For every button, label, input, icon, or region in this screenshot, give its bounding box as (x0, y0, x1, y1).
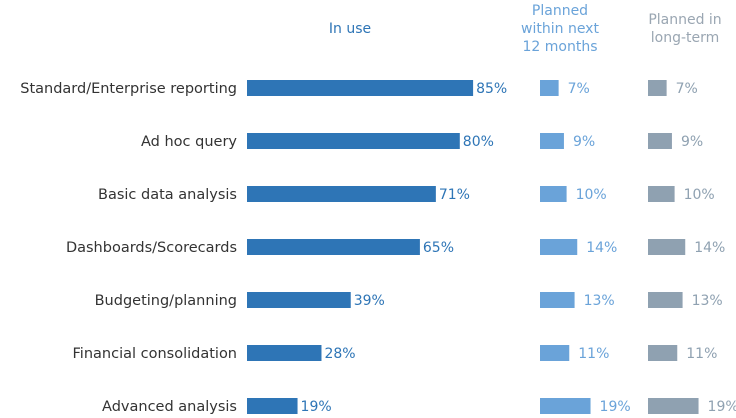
data-label: 19% (301, 399, 332, 415)
data-label: 14% (694, 240, 725, 256)
bar (540, 345, 570, 361)
data-label: 71% (439, 187, 470, 203)
bar (540, 398, 591, 414)
category-label: Budgeting/planning (95, 293, 237, 309)
data-label: 13% (692, 293, 723, 309)
header-planned-next: Planned within next 12 months (500, 2, 620, 56)
data-label: 9% (573, 134, 595, 150)
data-label: 11% (686, 346, 717, 362)
bar (540, 292, 575, 308)
bar (540, 186, 567, 202)
data-label: 80% (463, 134, 494, 150)
bar (247, 292, 351, 308)
category-label: Basic data analysis (98, 187, 237, 203)
data-label: 7% (568, 81, 590, 97)
category-label: Advanced analysis (102, 399, 237, 415)
data-label: 39% (354, 293, 385, 309)
header-in-use: In use (328, 21, 372, 37)
data-label: 19% (708, 399, 736, 415)
data-label: 7% (676, 81, 698, 97)
bar (247, 80, 474, 96)
bar (540, 80, 559, 96)
header-line: Planned in (648, 12, 722, 28)
bar (648, 398, 699, 414)
category-label: Dashboards/Scorecards (66, 240, 237, 256)
header-line: Planned (531, 3, 589, 19)
bar (648, 292, 683, 308)
category-label: Ad hoc query (141, 134, 237, 150)
bar (247, 239, 420, 255)
header-line: long-term (650, 30, 720, 46)
data-label: 10% (576, 187, 607, 203)
data-label: 11% (578, 346, 609, 362)
data-label: 14% (586, 240, 617, 256)
data-label: 9% (681, 134, 703, 150)
category-label: Financial consolidation (73, 346, 237, 362)
bar (648, 186, 675, 202)
data-label: 13% (584, 293, 615, 309)
bar (648, 239, 686, 255)
bar (648, 133, 672, 149)
bar (540, 239, 578, 255)
data-label: 10% (684, 187, 715, 203)
data-label: 19% (600, 399, 631, 415)
data-label: 85% (476, 81, 507, 97)
bar (247, 186, 436, 202)
category-label: Standard/Enterprise reporting (20, 81, 237, 97)
bar (648, 345, 678, 361)
header-line: 12 months (522, 39, 598, 55)
header-planned-long: Planned in long-term (630, 11, 736, 47)
data-label: 28% (324, 346, 355, 362)
data-label: 65% (423, 240, 454, 256)
bar (247, 398, 298, 414)
header-line: within next (521, 21, 599, 37)
bar (540, 133, 564, 149)
bar (247, 133, 460, 149)
bar (648, 80, 667, 96)
bar (247, 345, 322, 361)
